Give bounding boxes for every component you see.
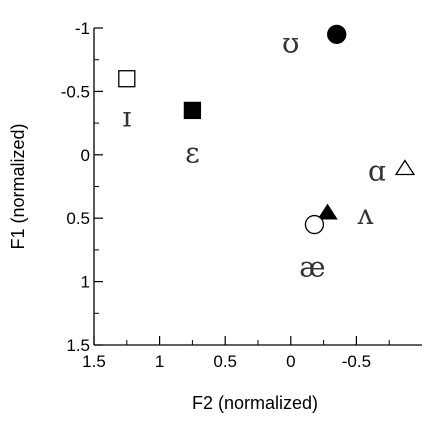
vowel-labels-layer: ʊ ɪ ɛ ɑʌæ [122, 26, 386, 283]
x-tick-label: -0.5 [342, 352, 371, 371]
y-tick-label: 1 [81, 273, 90, 292]
x-tick-label: 0.5 [213, 352, 237, 371]
data-point [183, 101, 202, 120]
data-point [317, 203, 338, 220]
ticks-layer: -1 -0.5 0 0.5 1 1.51.5 1 0.5 0 -0.5 [61, 19, 390, 371]
data-point [327, 24, 347, 44]
x-tick-label: 1.5 [82, 352, 106, 371]
y-tick-label: -1 [75, 19, 90, 38]
points-layer [118, 24, 416, 235]
x-tick-label: 1 [155, 352, 164, 371]
data-point [394, 159, 416, 176]
vowel-label: ɪ [122, 101, 131, 134]
y-tick-label: 1.5 [66, 336, 90, 355]
y-tick-label: 0.5 [66, 209, 90, 228]
vowel-label: æ [299, 251, 325, 284]
y-axis-title: F1 (normalized) [8, 123, 28, 249]
x-axis-title: F2 (normalized) [192, 393, 318, 413]
vowel-label: ɑ [368, 154, 386, 187]
data-point [118, 70, 136, 88]
vowel-label: ʊ [282, 26, 299, 59]
vowel-label: ʌ [357, 198, 374, 231]
x-tick-label: 0 [286, 352, 295, 371]
vowel-label: ɛ [185, 136, 200, 169]
y-tick-label: 0 [81, 146, 90, 165]
data-point [304, 214, 325, 235]
y-tick-label: -0.5 [61, 82, 90, 101]
